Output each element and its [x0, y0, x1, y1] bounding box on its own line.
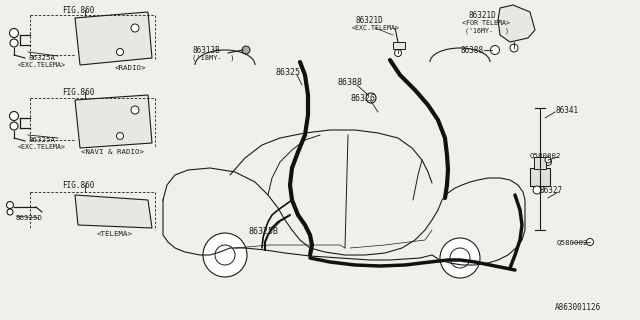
Circle shape [490, 45, 499, 54]
Circle shape [116, 132, 124, 140]
Text: 86321D: 86321D [468, 11, 496, 20]
Polygon shape [75, 95, 152, 148]
Circle shape [116, 49, 124, 55]
Text: ('16MY-   ): ('16MY- ) [465, 28, 509, 34]
Text: FIG.860: FIG.860 [62, 5, 94, 14]
Circle shape [242, 46, 250, 54]
Text: 86325A: 86325A [28, 55, 55, 61]
Text: ('18MY-  ): ('18MY- ) [192, 55, 234, 61]
Text: 86341: 86341 [555, 106, 578, 115]
Text: <RADIO>: <RADIO> [115, 65, 146, 71]
Circle shape [203, 233, 247, 277]
Polygon shape [75, 195, 152, 228]
Text: 86325A: 86325A [28, 137, 55, 143]
Text: <TELEMA>: <TELEMA> [97, 231, 133, 237]
Bar [393, 42, 405, 49]
Text: 86325D: 86325D [15, 215, 42, 221]
Circle shape [10, 39, 18, 47]
Bar [530, 168, 550, 186]
Circle shape [6, 202, 13, 209]
Polygon shape [498, 5, 535, 42]
Circle shape [10, 122, 18, 130]
Text: 86325B: 86325B [248, 228, 278, 236]
Circle shape [440, 238, 480, 278]
Circle shape [586, 238, 593, 245]
Text: Q580002: Q580002 [530, 152, 561, 158]
Text: <EXC.TELEMA>: <EXC.TELEMA> [352, 25, 400, 31]
Text: FIG.860: FIG.860 [62, 180, 94, 189]
Text: A863001126: A863001126 [555, 303, 601, 313]
Circle shape [366, 93, 376, 103]
Circle shape [131, 106, 139, 114]
Text: FIG.860: FIG.860 [62, 87, 94, 97]
Circle shape [394, 50, 401, 57]
Circle shape [545, 158, 552, 165]
Circle shape [533, 186, 541, 194]
Circle shape [215, 245, 235, 265]
Text: <EXC.TELEMA>: <EXC.TELEMA> [18, 62, 66, 68]
Text: 86326: 86326 [350, 93, 375, 102]
Text: <EXC.TELEMA>: <EXC.TELEMA> [18, 144, 66, 150]
Text: 86313B: 86313B [192, 45, 220, 54]
Circle shape [510, 44, 518, 52]
Circle shape [10, 111, 19, 121]
Circle shape [450, 248, 470, 268]
Bar [534, 157, 546, 169]
Polygon shape [75, 12, 152, 65]
Circle shape [10, 28, 19, 37]
Text: 86327: 86327 [540, 186, 563, 195]
Text: 86325: 86325 [275, 68, 300, 76]
Text: <FOR TELEMA>: <FOR TELEMA> [462, 20, 510, 26]
Text: 86321D: 86321D [355, 15, 383, 25]
Circle shape [131, 24, 139, 32]
Text: 86388: 86388 [460, 45, 483, 54]
Text: <NAVI & RADIO>: <NAVI & RADIO> [81, 149, 143, 155]
Circle shape [545, 157, 551, 163]
Circle shape [7, 209, 13, 215]
Text: Q580002: Q580002 [557, 239, 589, 245]
Text: 86388: 86388 [337, 77, 362, 86]
